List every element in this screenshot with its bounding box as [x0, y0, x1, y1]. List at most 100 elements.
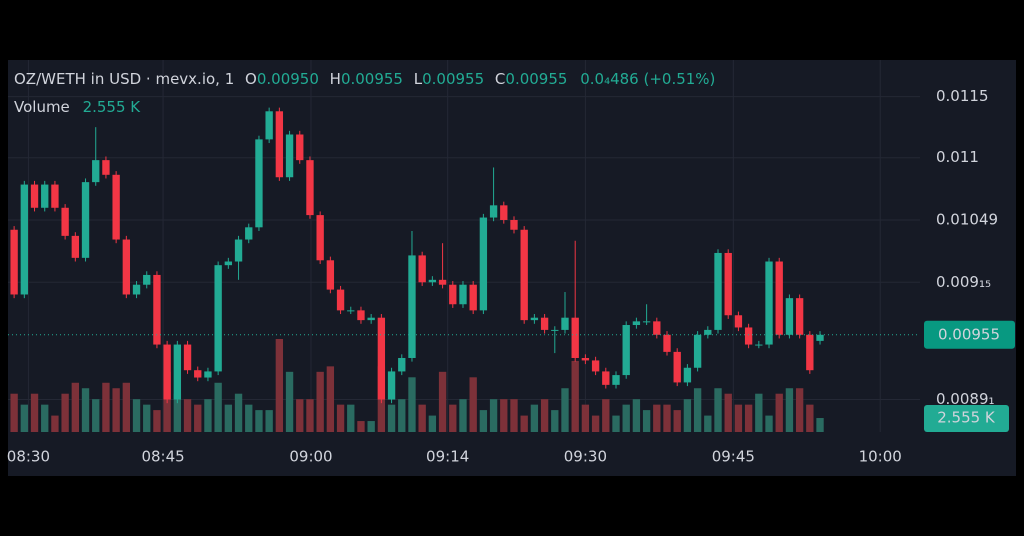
candle-body: [632, 321, 641, 326]
volume-bar: [765, 415, 773, 432]
candle-body: [479, 217, 488, 311]
x-tick-label: 09:14: [426, 448, 469, 466]
volume-bar: [622, 404, 630, 432]
volume-bar: [591, 415, 600, 432]
volume-bar: [296, 399, 304, 432]
volume-legend: Volume 2.555 K: [14, 98, 141, 116]
candle-body: [10, 229, 18, 295]
volume-bar: [438, 371, 447, 432]
volume-bar: [245, 404, 253, 432]
candle-body: [408, 255, 416, 358]
candle-body: [102, 160, 110, 175]
volume-bar: [755, 393, 763, 432]
x-tick-label: 09:00: [289, 448, 332, 466]
candle-body: [734, 315, 743, 328]
volume-bar: [724, 393, 732, 432]
candle-body: [316, 215, 324, 261]
volume-bar: [275, 339, 284, 432]
volume-bar: [265, 410, 273, 432]
candle-body: [214, 265, 222, 372]
volume-bar: [61, 393, 69, 432]
candle-body: [377, 317, 386, 400]
candle-body: [806, 334, 814, 371]
change: 0.0₄486 (+0.51%): [580, 70, 715, 88]
candle-body: [540, 317, 549, 330]
candle-body: [71, 235, 80, 258]
candle-body: [163, 344, 171, 400]
volume-bar: [234, 393, 243, 432]
volume-bar: [316, 371, 324, 432]
candle-body: [153, 274, 161, 345]
candle-body: [775, 261, 783, 335]
y-tick-label: 0.01049: [936, 210, 998, 228]
x-tick-label: 09:30: [564, 448, 607, 466]
candle-body: [143, 274, 151, 285]
volume-bar: [20, 404, 28, 432]
symbol-title: OZ/WETH in USD · mevx.io, 1: [14, 70, 234, 88]
candle-body: [387, 371, 396, 400]
candle-body: [816, 334, 824, 341]
volume-bar: [214, 382, 222, 432]
candle-body: [41, 184, 49, 208]
candle-body: [306, 160, 314, 216]
volume-bar: [255, 410, 263, 432]
price-tag: 0.00955: [938, 325, 1000, 343]
candle-body: [347, 310, 355, 312]
candle-body: [61, 207, 69, 236]
volume-bar: [398, 399, 406, 432]
x-tick-label: 10:00: [859, 448, 902, 466]
candle-body: [122, 239, 131, 295]
volume-bar: [30, 393, 39, 432]
volume-bar: [336, 404, 345, 432]
volume-bar: [183, 399, 192, 432]
candle-body: [326, 260, 335, 290]
candle-body: [92, 160, 100, 183]
candle-layer: [10, 107, 824, 404]
volume-bar: [153, 410, 161, 432]
volume-bar: [683, 399, 692, 432]
candle-body: [530, 317, 539, 321]
candle-body: [418, 255, 426, 283]
volume-bar: [102, 382, 110, 432]
ohlc-value: 0.00955: [422, 70, 484, 88]
volume-bar: [632, 399, 641, 432]
volume-bar: [112, 388, 120, 432]
volume-bar: [693, 388, 702, 432]
volume-bar: [520, 415, 528, 432]
y-tick-label: 0.0115: [936, 87, 989, 105]
volume-bar: [92, 399, 100, 432]
volume-bar: [347, 404, 355, 432]
candle-body: [510, 219, 518, 230]
volume-bar: [673, 410, 681, 432]
volume-bar: [642, 410, 651, 432]
volume-bar: [194, 404, 202, 432]
candle-body: [765, 261, 773, 345]
volume-bar: [367, 421, 375, 432]
volume-bar: [122, 382, 131, 432]
volume-bar: [571, 360, 579, 432]
candle-body: [724, 252, 732, 316]
candle-body: [693, 334, 702, 368]
volume-bar: [204, 399, 212, 432]
y-tick-label: 0.0089₁: [936, 390, 995, 408]
volume-bar: [469, 377, 477, 432]
x-tick-label: 09:45: [712, 448, 755, 466]
volume-bar: [132, 399, 141, 432]
volume-bar: [143, 404, 151, 432]
ohlc-key: H: [330, 70, 341, 88]
candle-body: [459, 284, 467, 305]
volume-bar: [653, 404, 661, 432]
ohlc-value: 0.00955: [505, 70, 567, 88]
volume-bar: [551, 410, 559, 432]
volume-bar: [785, 388, 794, 432]
candle-body: [602, 371, 610, 385]
volume-bar: [326, 366, 335, 432]
candle-body: [183, 344, 192, 371]
candle-body: [673, 351, 681, 383]
volume-bar: [489, 399, 498, 432]
candle-body: [255, 139, 263, 228]
candle-body: [81, 182, 90, 258]
candle-body: [663, 334, 671, 352]
volume-bar: [285, 371, 294, 432]
volume-bar: [10, 393, 18, 432]
